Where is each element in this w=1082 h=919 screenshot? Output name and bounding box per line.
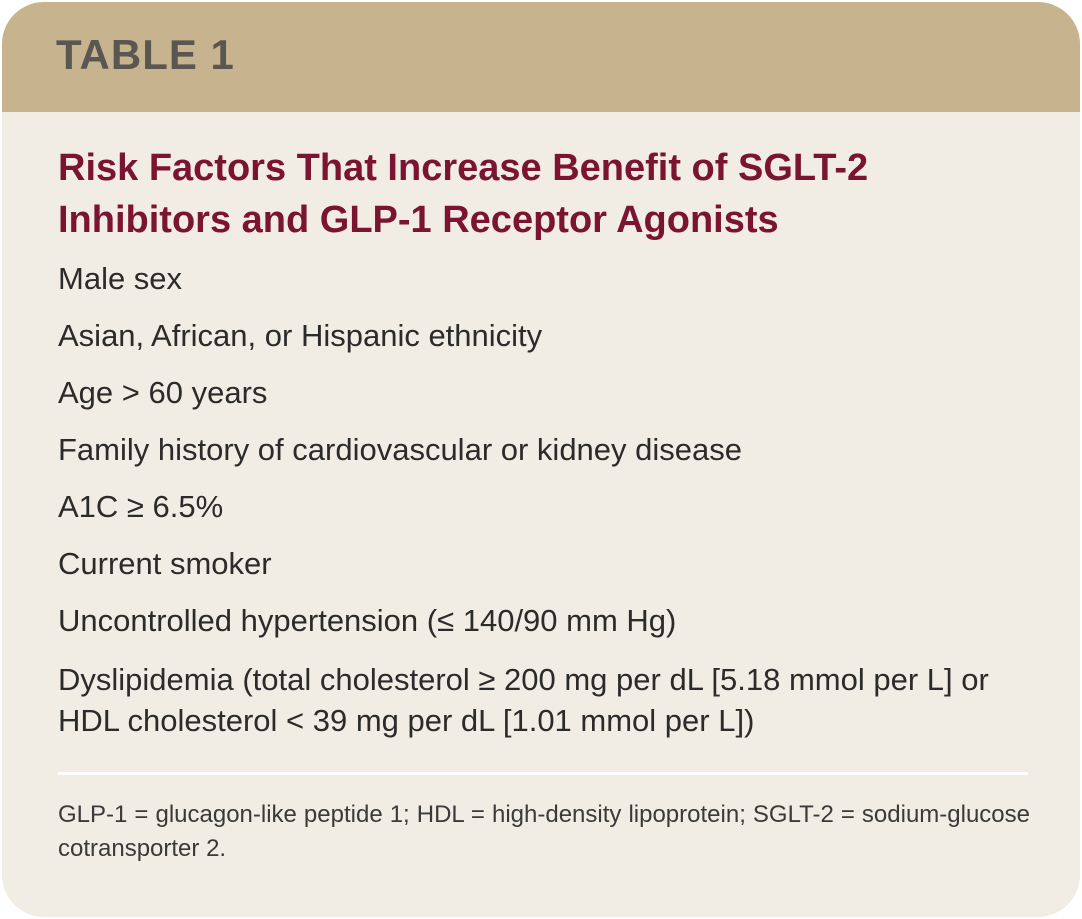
list-item: Current smoker [58,546,272,581]
footnote-divider [58,772,1028,775]
list-item: Asian, African, or Hispanic ethnicity [58,318,543,353]
table-header-band: TABLE 1 [2,2,1080,112]
table-number-label: TABLE 1 [56,31,235,78]
list-item: Dyslipidemia (total cholesterol ≥ 200 mg… [58,662,989,738]
risk-factor-list: Male sex Asian, African, or Hispanic eth… [58,260,1048,760]
list-item: A1C ≥ 6.5% [58,489,224,524]
list-item: Family history of cardiovascular or kidn… [58,432,742,467]
list-item: Male sex [58,261,183,296]
list-item: Age > 60 years [58,375,268,410]
table-title: Risk Factors That Increase Benefit of SG… [58,147,869,241]
abbreviations-footnote: GLP-1 = glucagon-like peptide 1; HDL = h… [58,801,1030,862]
list-item: Uncontrolled hypertension (≤ 140/90 mm H… [58,603,677,638]
